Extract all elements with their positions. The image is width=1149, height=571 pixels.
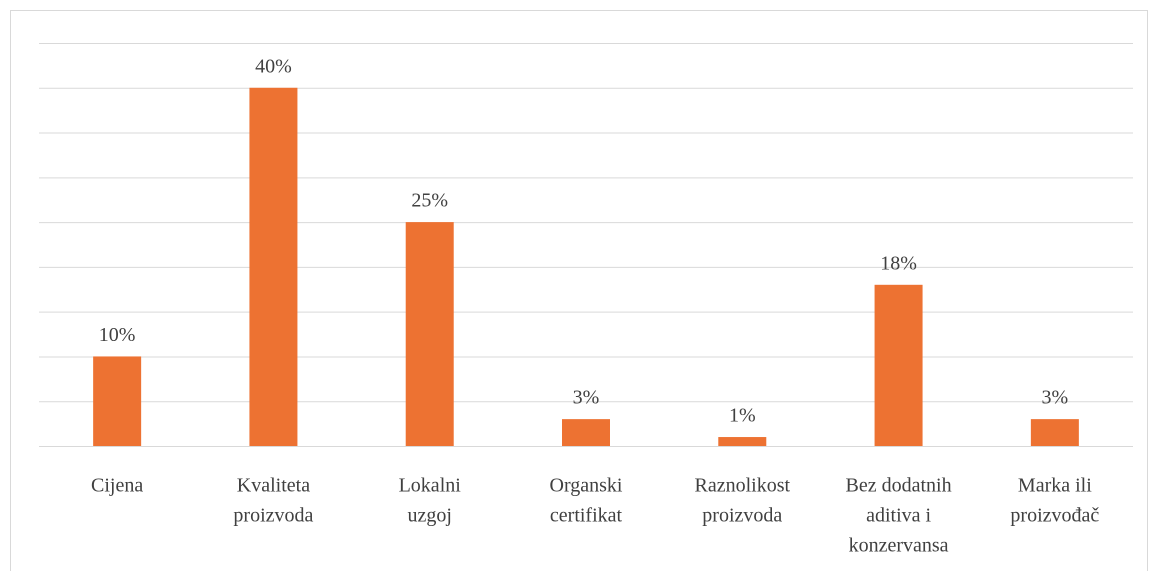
bar xyxy=(718,437,767,446)
x-tick-label: Raznolikost xyxy=(695,475,791,497)
data-label: 3% xyxy=(573,387,600,409)
x-tick-label: Organski xyxy=(550,475,623,497)
x-tick-label: proizvoda xyxy=(233,505,313,527)
data-label: 3% xyxy=(1042,387,1069,409)
bar xyxy=(93,356,142,446)
x-tick-label: certifikat xyxy=(550,505,623,527)
x-tick-label: uzgoj xyxy=(407,505,451,527)
data-label: 10% xyxy=(99,324,136,346)
x-tick-label: konzervansa xyxy=(849,535,949,557)
x-tick-label: Cijena xyxy=(91,475,143,497)
x-tick-label: proizvoda xyxy=(702,505,782,527)
bar xyxy=(874,284,923,446)
bar xyxy=(249,87,298,447)
x-tick-label: proizvođač xyxy=(1010,505,1099,527)
x-tick-label: Kvaliteta xyxy=(237,475,310,497)
data-label: 40% xyxy=(255,55,292,77)
bar xyxy=(562,419,610,446)
x-tick-label: Marka ili xyxy=(1018,475,1092,497)
x-tick-label: Bez dodatnih xyxy=(846,475,952,497)
bar xyxy=(405,222,454,446)
chart-frame xyxy=(10,10,1148,571)
x-tick-label: Lokalni xyxy=(399,475,462,497)
bar xyxy=(1030,419,1079,446)
x-tick-label: aditiva i xyxy=(866,505,931,527)
data-label: 18% xyxy=(880,252,917,274)
data-label: 1% xyxy=(729,405,756,427)
data-label: 25% xyxy=(411,190,448,212)
